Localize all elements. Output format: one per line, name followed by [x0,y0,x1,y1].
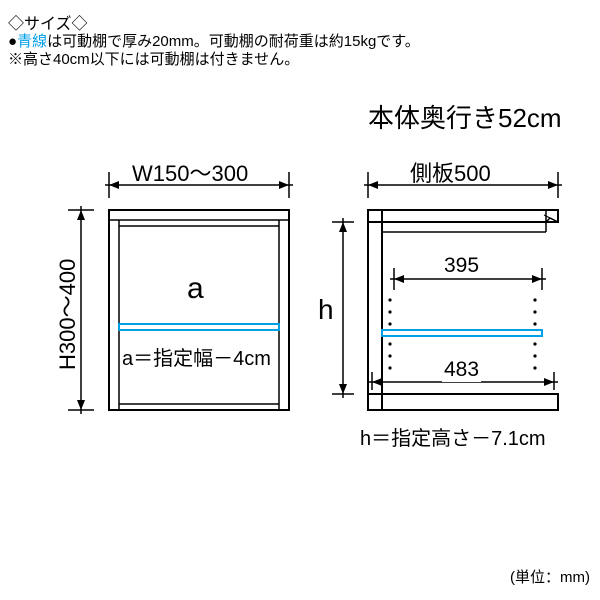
right-395-label: 395 [442,254,481,278]
left-width-label: W150～300 [132,156,248,188]
left-eq-label: a＝指定幅－4cm [122,342,271,371]
unit-label: (単位：mm) [510,566,590,587]
right-h-label: h [318,294,334,326]
right-side-label: 側板500 [410,156,491,188]
right-483-label: 483 [442,358,481,382]
right-eq-label: h＝指定高さ－7.1cm [360,422,546,451]
left-a-label: a [187,272,204,306]
header-line2: ※高さ40cm以下には可動棚は付きません。 [8,48,299,69]
depth-label: 本体奥行き52cm [368,98,562,135]
left-height-label: H300～400 [50,259,82,370]
